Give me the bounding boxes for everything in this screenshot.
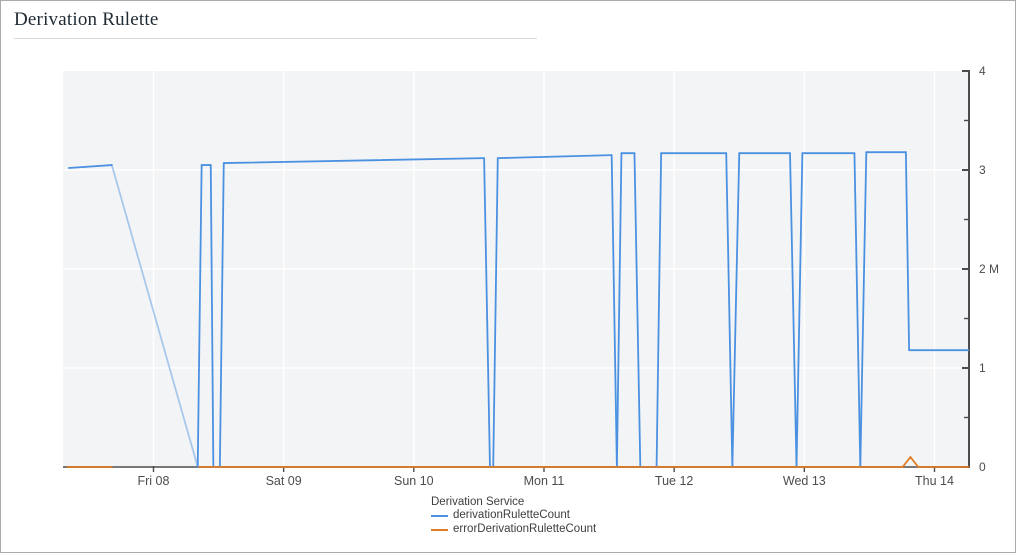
chart-legend: Derivation Service derivationRuletteCoun… <box>431 496 596 536</box>
page-title: Derivation Rulette <box>14 9 159 30</box>
svg-text:Tue 12: Tue 12 <box>655 474 694 488</box>
svg-text:2 M: 2 M <box>979 262 999 276</box>
title-divider <box>14 38 537 39</box>
svg-text:1: 1 <box>979 361 986 375</box>
legend-label: derivationRuletteCount <box>453 509 570 522</box>
timeseries-plot[interactable]: 0 1 2 M 3 4 Fri 08 Sat 09 Sun 10 Mon 11 Tue 12 Wed… <box>1 1 1016 494</box>
legend-title: Derivation Service <box>431 496 525 508</box>
svg-text:Wed 13: Wed 13 <box>783 474 826 488</box>
svg-text:Sat 09: Sat 09 <box>266 474 302 488</box>
svg-text:0: 0 <box>979 460 986 474</box>
svg-text:4: 4 <box>979 64 986 78</box>
series-line-swatch-orange <box>431 528 448 531</box>
svg-text:Fri 08: Fri 08 <box>137 474 169 488</box>
svg-text:Sun 10: Sun 10 <box>394 474 434 488</box>
legend-label: errorDerivationRuletteCount <box>453 522 597 535</box>
svg-text:Thu 14: Thu 14 <box>915 474 954 488</box>
series-line-swatch-blue <box>431 515 448 518</box>
legend-item-error-derivation-rulette-count: errorDerivationRuletteCount <box>431 523 596 536</box>
legend-item-derivation-rulette-count: derivationRuletteCount <box>431 509 596 522</box>
svg-text:3: 3 <box>979 163 986 177</box>
svg-text:Mon 11: Mon 11 <box>524 474 565 488</box>
